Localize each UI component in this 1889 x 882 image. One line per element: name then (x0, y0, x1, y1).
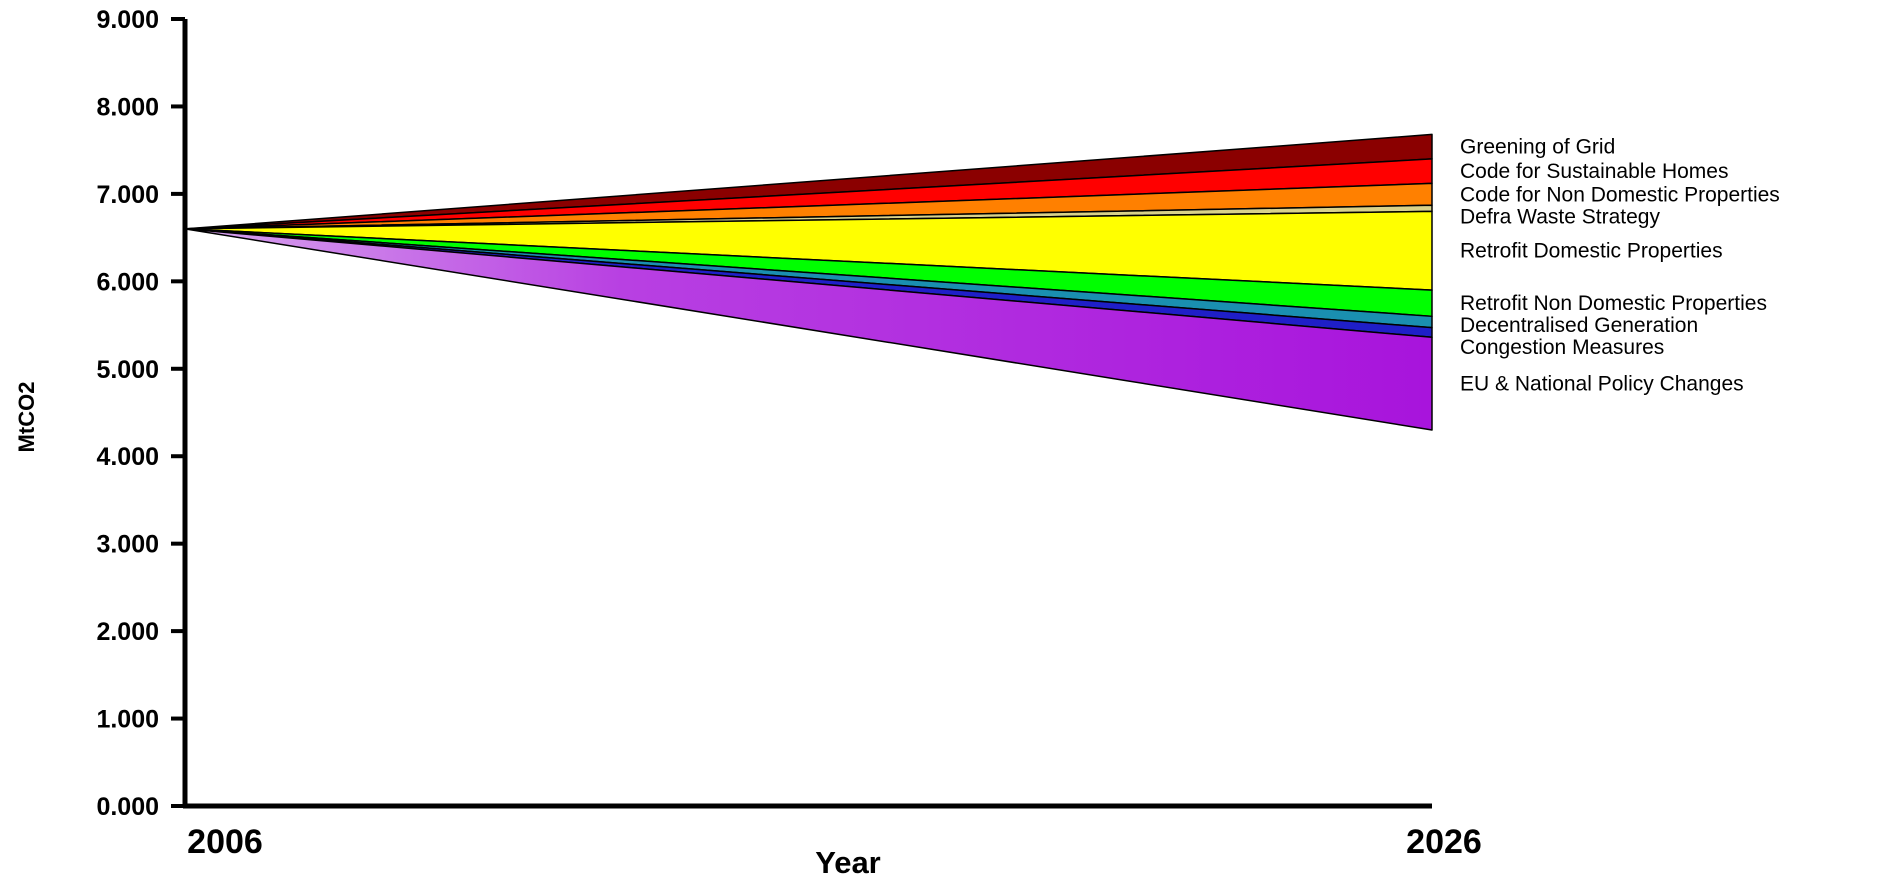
y-tick-label: 5.000 (96, 356, 159, 384)
series-label-code-for-non-domestic-properties: Code for Non Domestic Properties (1460, 183, 1780, 206)
series-label-congestion-measures: Congestion Measures (1460, 336, 1664, 359)
series-label-greening-of-grid: Greening of Grid (1460, 136, 1615, 159)
band-eu-and-national-policy-changes (184, 228, 1433, 431)
x-axis-title: Year (815, 845, 881, 880)
y-ticks: 0.000 1.000 2.000 3.000 4.000 5.000 6.000 7.000… (96, 6, 185, 821)
y-axis-title: MtCO2 (14, 382, 39, 453)
axes-layer (182, 19, 1432, 809)
y-tick-label: 1.000 (96, 706, 159, 734)
y-tick-label: 7.000 (96, 181, 159, 209)
series-label-decentralised-generation: Decentralised Generation (1460, 314, 1698, 337)
x-ticks: 2006 2026 (187, 823, 1482, 861)
y-tick-label: 3.000 (96, 531, 159, 559)
bands-layer (184, 133, 1433, 431)
series-label-code-for-sustainable-homes: Code for Sustainable Homes (1460, 160, 1728, 183)
y-tick-label: 2.000 (96, 618, 159, 646)
y-tick-label: 9.000 (96, 6, 159, 34)
y-tick-label: 6.000 (96, 268, 159, 296)
y-tick-label: 8.000 (96, 93, 159, 121)
series-label-defra-waste-strategy: Defra Waste Strategy (1460, 205, 1660, 228)
series-label-eu-and-national-policy-changes: EU & National Policy Changes (1460, 373, 1744, 396)
y-tick-label: 0.000 (96, 793, 159, 821)
x-tick-label: 2026 (1406, 823, 1482, 861)
series-label-retrofit-non-domestic-properties: Retrofit Non Domestic Properties (1460, 292, 1767, 315)
y-tick-label: 4.000 (96, 443, 159, 471)
x-tick-label: 2006 (187, 823, 263, 861)
series-label-retrofit-domestic-properties: Retrofit Domestic Properties (1460, 240, 1723, 263)
